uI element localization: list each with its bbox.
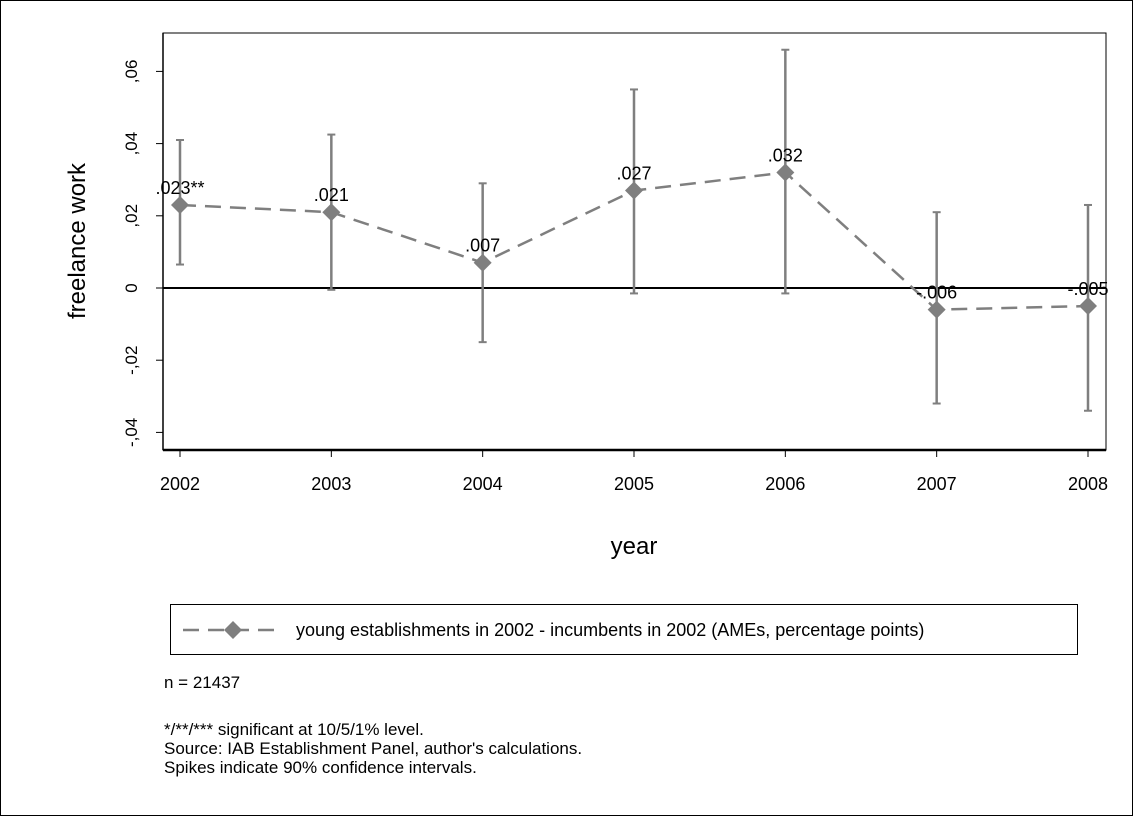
x-axis-title: year	[611, 533, 658, 560]
legend-swatch-icon	[183, 621, 283, 639]
x-tick-label: 2008	[1068, 474, 1108, 494]
significance-note: */**/*** significant at 10/5/1% level.	[164, 720, 424, 739]
chart: -,04 -,02 0 ,02 ,04 ,06 2002 2003 2004 2005 2006 20…	[64, 32, 1109, 560]
data-point-marker	[625, 181, 643, 200]
x-tick-label: 2002	[160, 474, 200, 494]
data-label: -.006	[916, 283, 957, 303]
y-tick-label: ,02	[122, 204, 141, 228]
data-label: .021	[314, 185, 349, 205]
x-tick-label: 2007	[917, 474, 957, 494]
legend: young establishments in 2002 - incumbent…	[170, 604, 1078, 655]
data-point-marker	[322, 203, 341, 222]
y-axis-title: freelance work	[64, 162, 91, 319]
data-point-marker	[473, 253, 492, 272]
y-tick-label: 0	[122, 283, 141, 292]
spikes-note: Spikes indicate 90% confidence intervals…	[164, 758, 477, 777]
sample-size-note: n = 21437	[164, 673, 241, 692]
data-label: -.005	[1067, 279, 1108, 299]
x-tick-label: 2006	[765, 474, 805, 494]
x-tick-label: 2003	[311, 474, 351, 494]
legend-label: young establishments in 2002 - incumbent…	[296, 620, 925, 640]
data-label: .007	[465, 236, 500, 256]
y-tick-label: -,04	[122, 418, 141, 447]
data-label: .032	[768, 145, 803, 165]
data-point-marker	[776, 163, 795, 182]
x-tick-label: 2004	[463, 474, 503, 494]
y-tick-label: -,02	[122, 346, 141, 375]
y-tick-label: ,04	[122, 132, 141, 156]
data-point-marker	[927, 300, 946, 319]
y-tick-label: ,06	[122, 60, 141, 84]
data-point-marker	[171, 195, 189, 214]
data-label: .023**	[155, 178, 204, 198]
data-label: .027	[616, 164, 651, 184]
source-note: Source: IAB Establishment Panel, author'…	[164, 739, 583, 758]
x-tick-label: 2005	[614, 474, 654, 494]
data-point-marker	[1079, 297, 1097, 316]
